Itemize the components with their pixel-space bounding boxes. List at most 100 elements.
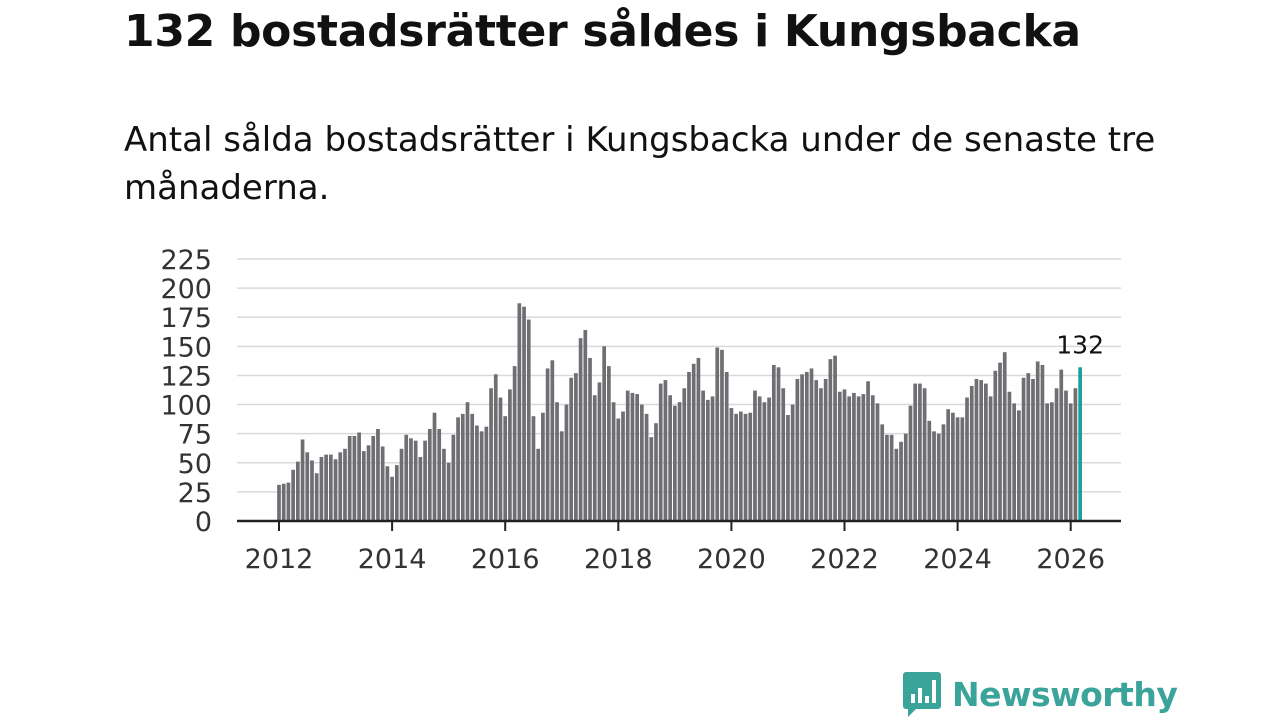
bar (701, 390, 705, 521)
bar (993, 370, 998, 521)
bar (508, 389, 512, 521)
bar (828, 359, 833, 521)
bar (588, 357, 592, 521)
bar (357, 432, 361, 521)
bar (837, 391, 842, 521)
bar (1045, 403, 1049, 521)
bar (705, 399, 710, 521)
bar (394, 465, 399, 521)
x-tick-label: 2022 (810, 544, 879, 575)
bar (1040, 364, 1045, 521)
bar (578, 338, 583, 521)
bar (616, 418, 621, 521)
bar (625, 390, 630, 521)
bar (654, 423, 658, 521)
bar (451, 434, 456, 521)
bar (347, 436, 352, 521)
bar (955, 417, 960, 521)
bar (1050, 402, 1054, 521)
bar (951, 412, 955, 521)
bar (748, 412, 753, 521)
bar (842, 389, 847, 521)
bar (498, 397, 503, 521)
bar (856, 396, 861, 521)
bar (899, 441, 903, 521)
bar (974, 378, 979, 521)
newsworthy-logo: Newsworthy (902, 670, 1178, 718)
y-tick-label: 225 (160, 245, 212, 276)
bar (738, 411, 743, 521)
last-value-label: 132 (1056, 330, 1104, 359)
bar (493, 374, 498, 521)
bar (908, 405, 913, 521)
bar (305, 452, 310, 521)
bar (1002, 352, 1007, 521)
bar (442, 448, 446, 521)
bar (965, 397, 969, 521)
bar (409, 438, 413, 521)
bar (559, 431, 564, 521)
bar (390, 476, 394, 521)
bar (324, 454, 328, 521)
bar (517, 303, 522, 521)
bar (677, 402, 682, 521)
bar (715, 347, 720, 521)
bar (291, 469, 295, 521)
bar (1059, 369, 1064, 521)
bar (852, 392, 856, 521)
bar (630, 392, 635, 521)
bar (819, 388, 823, 521)
bar (366, 445, 371, 521)
bar (1017, 410, 1021, 521)
bar (592, 395, 597, 521)
bar (446, 462, 451, 521)
bar (800, 374, 804, 521)
bar (522, 306, 526, 521)
bar (545, 368, 550, 521)
bar (607, 366, 611, 521)
bar (870, 395, 875, 521)
bar (333, 459, 338, 521)
bar (489, 388, 493, 521)
bar (550, 360, 555, 521)
chart-title: 132 bostadsrätter såldes i Kungsbacka (124, 6, 1081, 57)
bar (922, 388, 927, 521)
bar (475, 425, 479, 521)
bar (470, 413, 475, 521)
bar (936, 433, 941, 521)
bar (903, 433, 908, 521)
bar (512, 366, 517, 521)
bar (281, 483, 286, 521)
bar (635, 394, 639, 521)
bar (328, 454, 333, 521)
bar (781, 388, 786, 521)
bar (673, 405, 677, 521)
bar (790, 404, 795, 521)
bar (866, 381, 870, 521)
bar (376, 429, 380, 521)
bar (861, 394, 866, 521)
bar (385, 466, 390, 521)
bar (682, 388, 687, 521)
y-tick-label: 25 (178, 478, 212, 509)
bar (640, 404, 644, 521)
x-tick-label: 2012 (245, 544, 314, 575)
bar (1035, 361, 1040, 521)
bar (310, 460, 314, 521)
y-tick-label: 125 (160, 361, 212, 392)
bar (564, 404, 569, 521)
bar (437, 429, 442, 521)
bar (541, 412, 545, 521)
bar (1054, 388, 1059, 521)
bars (277, 303, 1082, 521)
bar (927, 420, 932, 521)
bar (668, 395, 672, 521)
bar (583, 330, 588, 521)
bar (979, 380, 984, 521)
y-tick-label: 200 (160, 274, 212, 305)
bar (300, 439, 305, 521)
bar (286, 482, 291, 521)
bar (809, 368, 814, 521)
bar (569, 377, 574, 521)
